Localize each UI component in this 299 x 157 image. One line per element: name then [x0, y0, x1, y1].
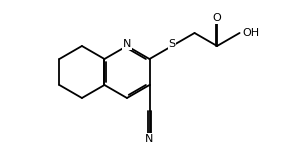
Text: N: N: [145, 134, 154, 144]
Text: O: O: [213, 13, 222, 23]
Text: N: N: [123, 39, 131, 49]
Text: S: S: [168, 39, 176, 49]
Text: OH: OH: [242, 28, 260, 38]
